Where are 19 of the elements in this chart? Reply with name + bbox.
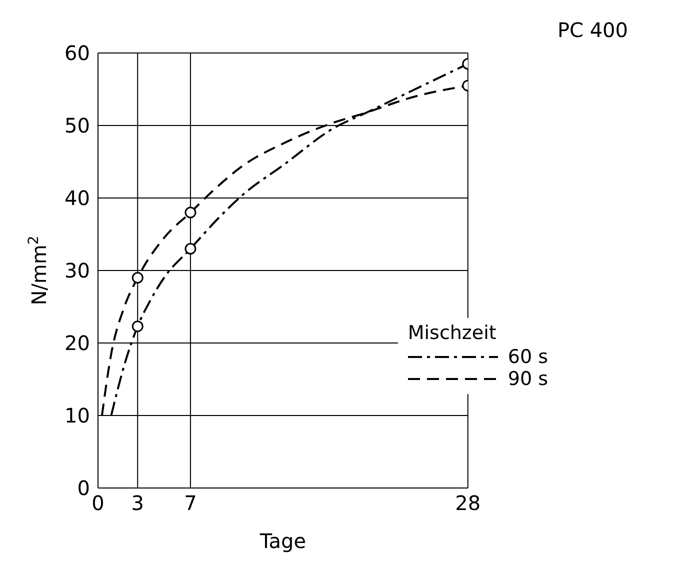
point	[184, 243, 196, 254]
y-tick-label: 10	[64, 404, 90, 428]
y-tick-label: 0	[77, 476, 90, 500]
y-tick-label: 40	[64, 186, 90, 210]
legend-label: 90 s	[508, 368, 548, 390]
x-axis-title: Tage	[258, 529, 306, 553]
y-tick-label: 50	[64, 114, 90, 138]
point	[132, 272, 144, 284]
point	[184, 206, 196, 218]
x-tick-label: 7	[184, 491, 197, 516]
y-tick-label: 20	[64, 331, 90, 356]
x-tick-label: 3	[131, 491, 144, 516]
legend-label: 60 s	[508, 346, 548, 368]
legend-title: Mischzeit	[408, 322, 498, 344]
y-tick-label: 60	[64, 41, 90, 66]
x-tick-label: 28	[455, 491, 481, 516]
text: PC 400	[557, 18, 628, 42]
point	[132, 320, 144, 332]
y-tick-label: 30	[64, 258, 90, 283]
